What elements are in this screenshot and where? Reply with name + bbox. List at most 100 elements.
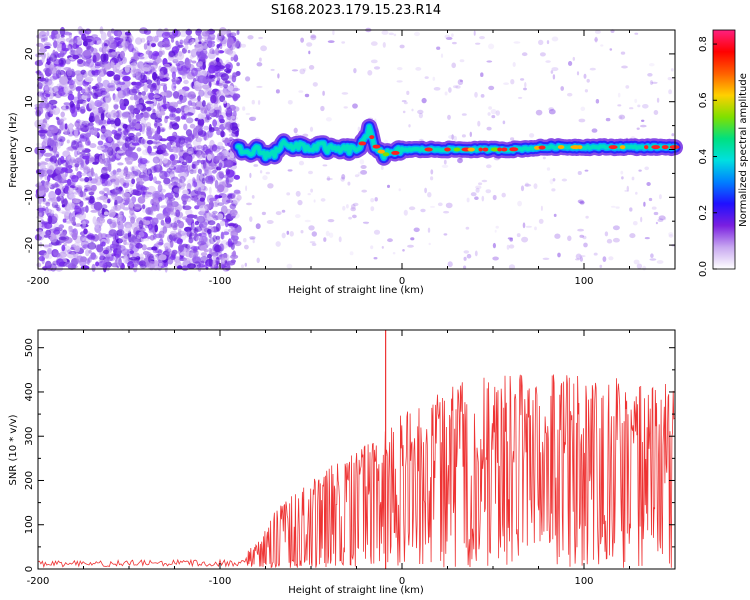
heatmap-cell (146, 45, 151, 51)
heatmap-cell (211, 169, 217, 174)
heatmap-cell (137, 104, 143, 111)
heatmap-cell (90, 252, 96, 260)
heatmap-cell (620, 170, 624, 175)
heatmap-cell (118, 258, 122, 267)
heatmap-cell (567, 92, 573, 97)
heatmap-cell (94, 220, 100, 229)
heatmap-cell (286, 263, 293, 269)
heatmap-cell (106, 237, 110, 244)
heatmap-cell (656, 260, 664, 264)
heatmap-cell (223, 83, 229, 89)
heatmap-cell (106, 160, 112, 168)
heatmap-cell (65, 37, 75, 43)
heatmap-cell (103, 157, 110, 167)
heatmap-cell (141, 91, 146, 96)
heatmap-cell (48, 139, 56, 147)
heatmap-cell (583, 73, 587, 79)
heatmap-cell (110, 178, 116, 182)
heatmap-cell (200, 252, 208, 257)
heatmap-cell (192, 85, 200, 90)
x-tick-label: -100 (209, 276, 232, 287)
heatmap-cell (618, 114, 626, 120)
heatmap-cell (121, 236, 128, 242)
ridge-peak (651, 145, 660, 150)
heatmap-cell (229, 122, 239, 131)
heatmap-cell (579, 256, 584, 262)
heatmap-cell (140, 231, 149, 239)
heatmap-cell (539, 52, 546, 57)
heatmap-cell (87, 141, 91, 146)
heatmap-cell (304, 219, 311, 223)
heatmap-cell (37, 123, 46, 129)
heatmap-cell (159, 170, 168, 180)
heatmap-cell (226, 260, 236, 266)
heatmap-cell (252, 239, 255, 244)
heatmap-cell (226, 115, 232, 121)
heatmap-cell (119, 211, 124, 217)
heatmap-cell (194, 132, 199, 139)
heatmap-cell (286, 230, 290, 235)
heatmap-cell (502, 120, 506, 125)
heatmap-cell (187, 151, 193, 154)
heatmap-cell (178, 50, 183, 57)
heatmap-cell (635, 191, 638, 195)
heatmap-cell (88, 102, 96, 110)
heatmap-cell (612, 237, 620, 243)
heatmap-cell (167, 256, 174, 265)
heatmap-cell (100, 112, 105, 121)
heatmap-cell (233, 54, 239, 62)
heatmap-cell (403, 101, 408, 105)
heatmap-cell (110, 194, 117, 199)
heatmap-cell (249, 116, 256, 121)
heatmap-cell (57, 64, 65, 68)
heatmap-cell (90, 66, 97, 71)
heatmap-cell (39, 85, 43, 90)
heatmap-cell (495, 225, 499, 229)
heatmap-cell (406, 90, 410, 95)
heatmap-cell (224, 80, 231, 84)
heatmap-cell (74, 205, 82, 214)
heatmap-cell (74, 184, 83, 191)
heatmap-cell (111, 188, 121, 195)
heatmap-cell (129, 187, 134, 195)
heatmap-cell (554, 233, 561, 239)
heatmap-cell (243, 238, 247, 243)
heatmap-cell (179, 95, 187, 104)
heatmap-cell (196, 145, 203, 149)
heatmap-cell (151, 140, 161, 144)
heatmap-cell (176, 257, 180, 265)
heatmap-cell (190, 246, 200, 251)
heatmap-cell (113, 74, 121, 81)
heatmap-cell (138, 220, 144, 229)
heatmap-cell (37, 77, 46, 82)
heatmap-cell (106, 70, 115, 77)
colorbar-label: Normalized spectral amplitude (738, 73, 749, 227)
heatmap-cell (100, 31, 107, 41)
heatmap-cell (163, 63, 170, 68)
heatmap-cell (108, 37, 114, 41)
heatmap-cell (517, 200, 522, 207)
heatmap-cell (552, 178, 556, 182)
heatmap-cell (130, 126, 137, 132)
heatmap-cell (188, 100, 193, 106)
heatmap-cell (55, 116, 60, 120)
heatmap-cell (308, 50, 311, 55)
heatmap-cell (200, 182, 205, 190)
heatmap-cell (206, 194, 214, 204)
heatmap-cell (79, 123, 86, 132)
heatmap-cell (139, 264, 147, 269)
heatmap-cell (101, 111, 105, 118)
heatmap-cell (174, 232, 182, 239)
heatmap-cell (232, 223, 239, 228)
heatmap-cell (82, 92, 89, 96)
heatmap-cell (599, 264, 603, 268)
heatmap-cell (633, 259, 640, 265)
heatmap-cell (626, 185, 629, 192)
colorbar-tick-label: 0.8 (698, 36, 709, 52)
heatmap-cell (649, 258, 657, 261)
heatmap-cell (216, 44, 220, 49)
heatmap-cell (215, 57, 220, 63)
heatmap-cell (214, 198, 220, 207)
heatmap-cell (182, 73, 186, 80)
heatmap-cell (453, 85, 458, 89)
